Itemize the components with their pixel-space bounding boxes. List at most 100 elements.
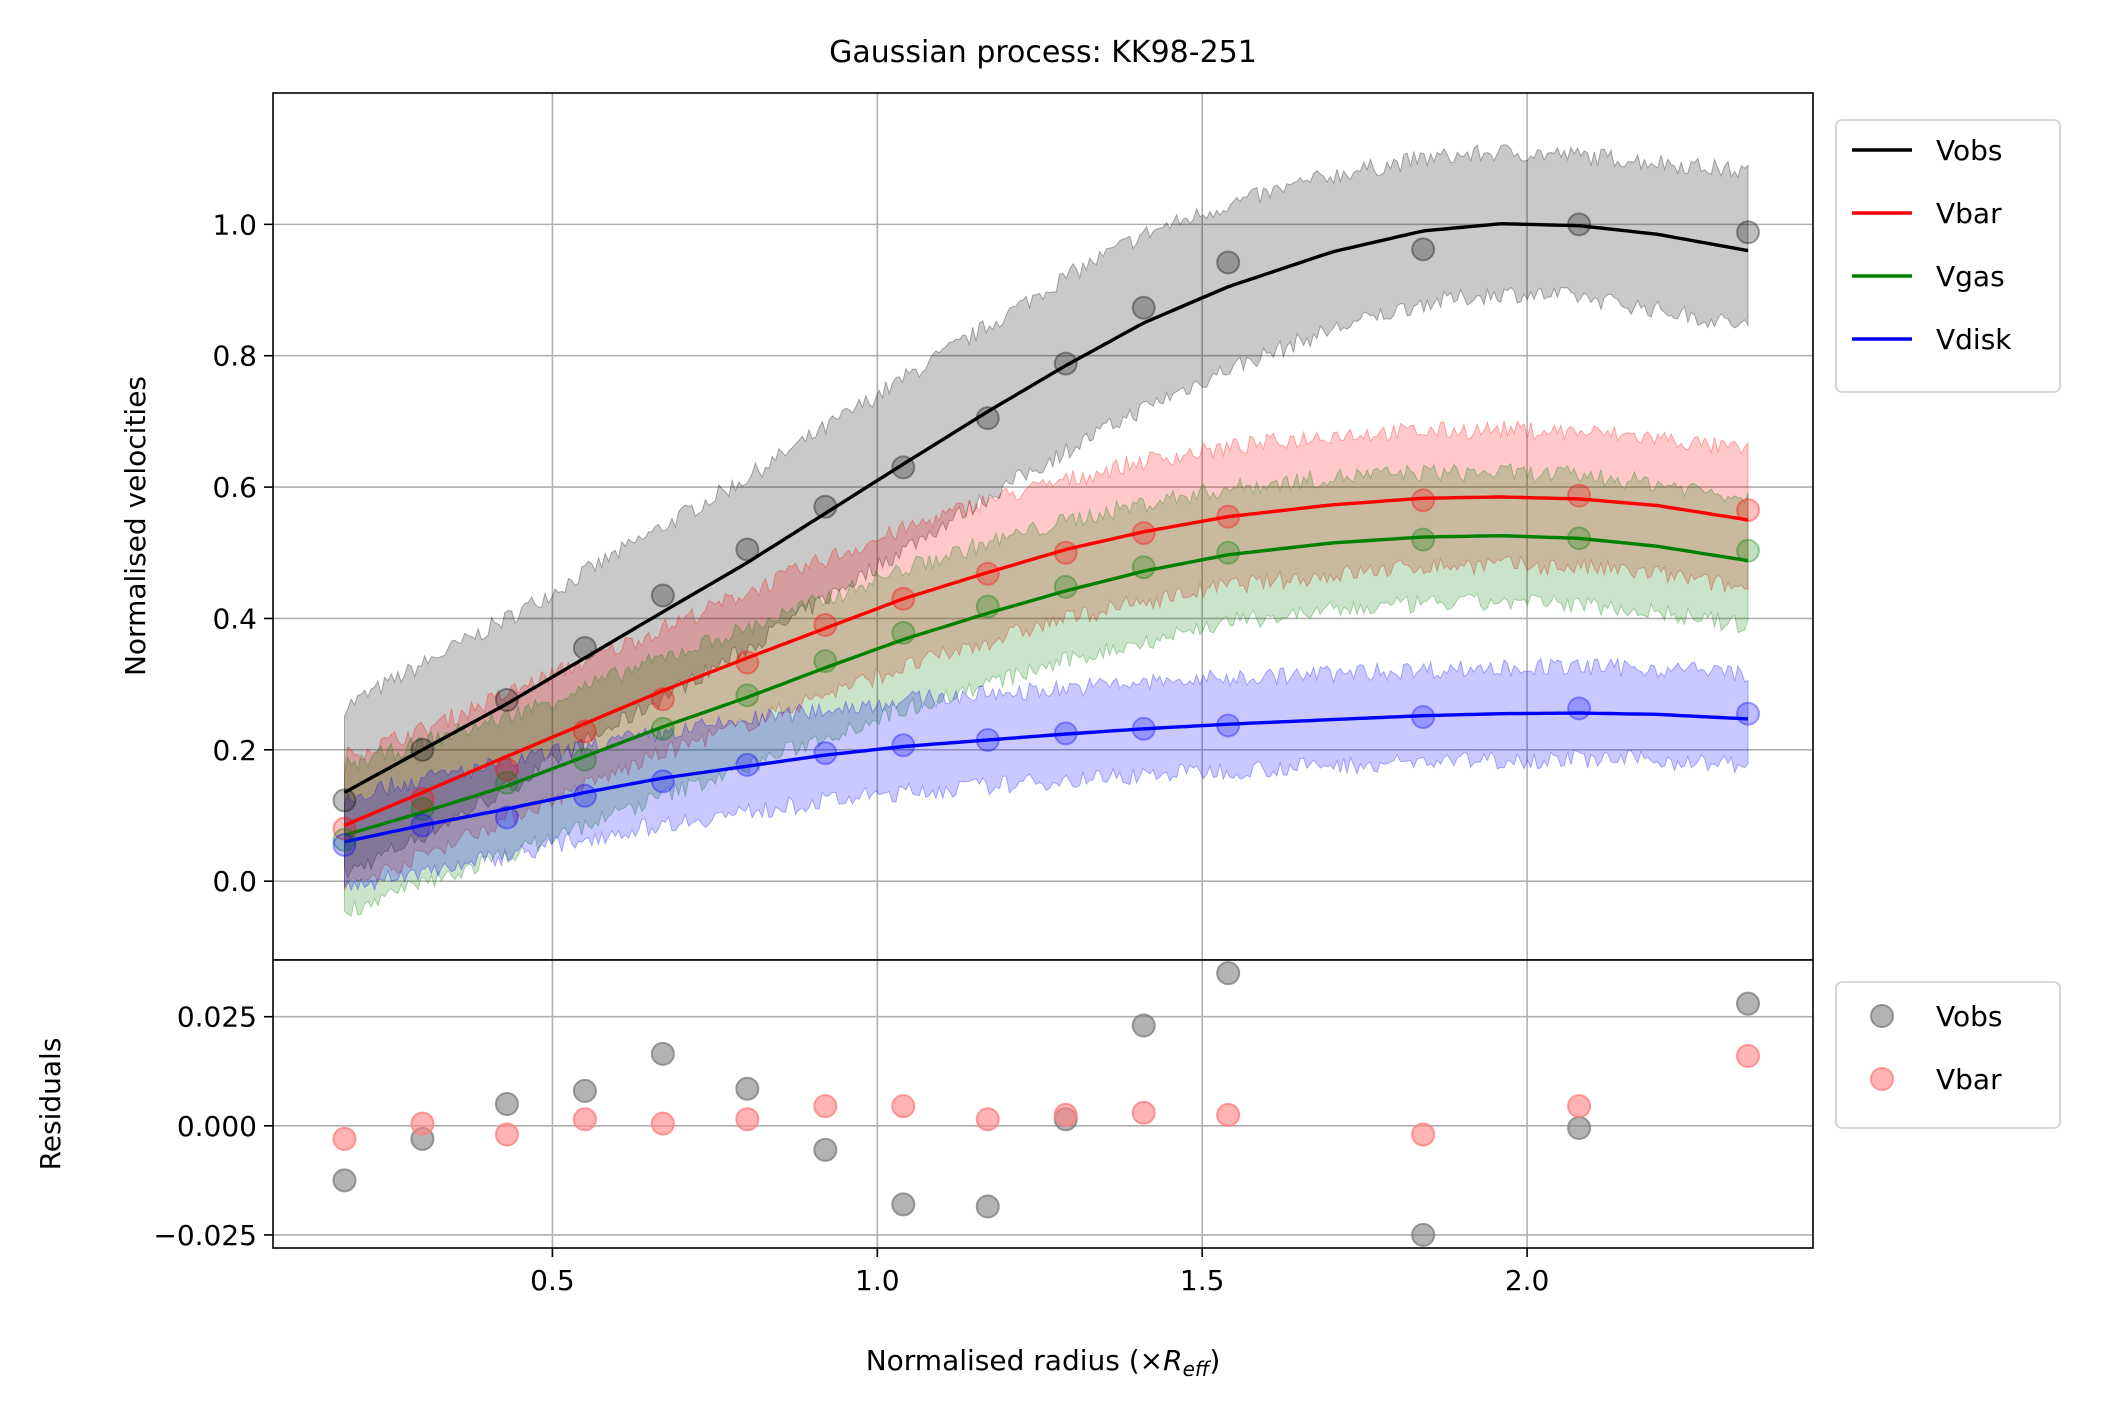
point-vbar-0 <box>332 816 357 841</box>
fit-line-vbar <box>343 495 1749 827</box>
point-vgas-3 <box>572 747 597 772</box>
point-vobs-5 <box>735 537 760 562</box>
point-vbar-3 <box>572 719 597 744</box>
residual-point-vobs-8 <box>975 1194 1000 1219</box>
main-y-axis-label: Normalised velocities <box>119 376 152 676</box>
legend-label-vobs: Vobs <box>1936 134 2002 167</box>
point-vgas-9 <box>1053 574 1078 599</box>
point-vgas-10 <box>1131 555 1156 580</box>
residual-point-vbar-4 <box>650 1111 675 1136</box>
point-vdisk-11 <box>1216 713 1241 738</box>
point-vgas-1 <box>410 796 435 821</box>
point-vgas-14 <box>1736 538 1761 563</box>
main-ytick-label-5: 1.0 <box>212 208 257 241</box>
point-vdisk-4 <box>650 769 675 794</box>
point-vdisk-0 <box>332 833 357 858</box>
residual-points <box>332 961 1761 1247</box>
point-vbar-11 <box>1216 504 1241 529</box>
band-vobs <box>344 144 1749 880</box>
main-ytick-label-2: 0.4 <box>212 602 257 635</box>
fit-line-vgas <box>344 533 1749 837</box>
point-vbar-8 <box>975 561 1000 586</box>
point-vbar-13 <box>1567 483 1592 508</box>
point-vdisk-7 <box>891 733 916 758</box>
point-vbar-7 <box>891 586 916 611</box>
residual-panel: −0.025 0.000 0.025 Residuals Vobs Vbar <box>34 959 2061 1252</box>
chart-title: Gaussian process: KK98-251 <box>829 35 1257 70</box>
point-vgas-5 <box>735 683 760 708</box>
legend-label-vdisk: Vdisk <box>1936 323 2012 356</box>
residual-legend-marker-vobs <box>1870 1004 1894 1028</box>
band-vgas <box>344 463 1749 918</box>
point-vgas-11 <box>1216 540 1241 565</box>
point-vdisk-12 <box>1411 704 1436 729</box>
point-vbar-2 <box>494 757 519 782</box>
point-vgas-2 <box>494 770 519 795</box>
residual-point-vbar-7 <box>891 1094 916 1119</box>
residual-point-vobs-2 <box>494 1092 519 1116</box>
residual-point-vbar-12 <box>1411 1122 1436 1147</box>
residual-point-vobs-14 <box>1736 991 1761 1016</box>
point-vbar-14 <box>1736 498 1761 523</box>
point-vgas-7 <box>891 620 916 645</box>
residual-y-axis-label: Residuals <box>34 1038 67 1171</box>
point-vbar-6 <box>813 613 838 638</box>
point-vgas-6 <box>813 649 838 674</box>
point-vobs-6 <box>813 494 838 519</box>
point-vobs-3 <box>572 636 597 661</box>
main-fit-lines <box>343 221 1749 844</box>
x-axis-label: Normalised radius (×Reff) <box>866 1344 1221 1381</box>
point-vgas-0 <box>332 827 357 852</box>
point-vdisk-2 <box>494 805 519 830</box>
point-vdisk-6 <box>813 741 838 766</box>
point-vdisk-10 <box>1131 716 1156 741</box>
residual-point-vbar-11 <box>1216 1102 1241 1127</box>
residual-point-vobs-12 <box>1411 1222 1436 1247</box>
residual-point-vobs-7 <box>891 1192 916 1217</box>
residual-point-vbar-1 <box>410 1111 435 1136</box>
point-vobs-13 <box>1567 212 1592 237</box>
residual-point-vbar-8 <box>975 1107 1000 1132</box>
point-vobs-0 <box>332 788 357 813</box>
residual-legend: Vobs Vbar <box>1835 981 2061 1129</box>
point-vdisk-8 <box>975 727 1000 752</box>
residual-point-vobs-3 <box>572 1078 597 1103</box>
point-vbar-9 <box>1053 540 1078 565</box>
residual-ytick-label-2: 0.025 <box>177 1001 257 1034</box>
point-vobs-4 <box>650 583 675 608</box>
legend-label-vgas: Vgas <box>1936 260 2005 293</box>
residual-point-vobs-10 <box>1131 1013 1156 1038</box>
xtick-label-3: 2.0 <box>1505 1264 1550 1297</box>
point-vobs-8 <box>975 406 1000 431</box>
point-vobs-1 <box>410 737 435 762</box>
point-vdisk-1 <box>410 813 435 838</box>
main-legend: Vobs Vbar Vgas Vdisk <box>1835 119 2061 393</box>
residual-axes-frame <box>272 959 1814 1249</box>
xtick-label-2: 1.5 <box>1180 1264 1225 1297</box>
main-ytick-label-4: 0.8 <box>212 340 257 373</box>
residual-ytick-label-1: 0.000 <box>177 1110 257 1143</box>
point-vgas-4 <box>650 716 675 741</box>
main-legend-frame <box>1835 119 2061 393</box>
main-ytick-label-1: 0.2 <box>212 734 257 767</box>
point-vdisk-14 <box>1736 701 1761 726</box>
residual-point-vbar-2 <box>494 1122 519 1147</box>
point-vobs-2 <box>494 687 519 712</box>
residual-y-ticks: −0.025 0.000 0.025 <box>153 1001 273 1252</box>
residual-point-vobs-4 <box>650 1041 675 1066</box>
residual-legend-label-vobs: Vobs <box>1936 1000 2002 1033</box>
residual-legend-label-vbar: Vbar <box>1936 1063 2002 1096</box>
fit-line-vdisk <box>344 711 1749 844</box>
main-ytick-label-0: 0.0 <box>212 865 257 898</box>
residual-grid <box>273 960 1813 1248</box>
residual-point-vobs-11 <box>1216 961 1241 986</box>
point-vbar-1 <box>410 787 435 812</box>
residual-point-vbar-3 <box>572 1107 597 1132</box>
point-vobs-7 <box>891 455 916 480</box>
point-vdisk-13 <box>1567 696 1592 721</box>
point-vobs-12 <box>1411 237 1436 262</box>
point-vobs-11 <box>1216 250 1241 275</box>
residual-point-vbar-5 <box>735 1107 760 1132</box>
point-vobs-10 <box>1131 295 1156 320</box>
